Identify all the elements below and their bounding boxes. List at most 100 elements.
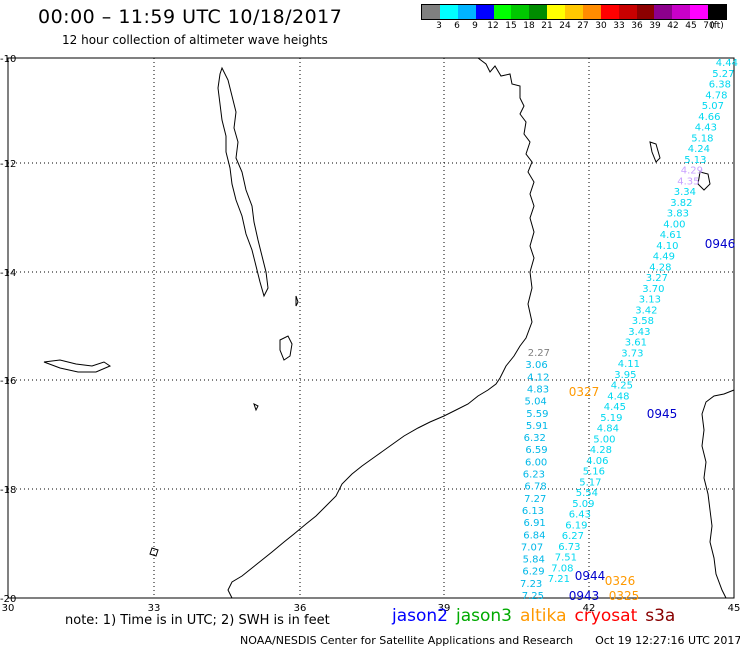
wave-height-value: 2.27 — [528, 348, 550, 359]
legend-swatch — [439, 5, 458, 19]
latitude-label: -12 — [0, 159, 16, 170]
wave-height-value: 4.49 — [653, 252, 675, 263]
wave-height-value: 5.19 — [600, 413, 622, 424]
satellite-s3a: s3a — [645, 606, 676, 626]
latitude-label: -10 — [0, 54, 16, 65]
wave-height-value: 3.83 — [667, 209, 689, 220]
wave-height-value: 4.00 — [663, 219, 685, 230]
legend-label: 9 — [472, 21, 478, 31]
legend-swatch — [475, 5, 494, 19]
credit-line: NOAA/NESDIS Center for Satellite Applica… — [240, 634, 740, 647]
latitude-label: -14 — [0, 268, 16, 279]
wave-height-value: 4.10 — [656, 241, 678, 252]
wave-height-value: 5.18 — [691, 133, 713, 144]
wave-height-value: 5.13 — [684, 155, 706, 166]
altimeter-track-b: 2.273.064.124.83 5.045.595.916.326.596.00… — [520, 348, 550, 602]
wave-height-value: 6.91 — [524, 518, 546, 529]
legend-label: 3 — [436, 21, 442, 31]
wave-height-value: 7.51 — [555, 553, 577, 564]
longitude-label: 33 — [148, 603, 161, 614]
pass-time-altika: 0325 — [609, 589, 640, 603]
island-c — [253, 403, 259, 412]
wave-height-value: 6.59 — [525, 445, 547, 456]
wave-height-value: 6.43 — [569, 510, 591, 521]
wave-height-value: 4.44 — [716, 58, 738, 69]
pass-time-jason2: 0943 — [569, 589, 600, 603]
wave-height-value: 6.32 — [524, 433, 546, 444]
satellite-jason3: jason3 — [456, 606, 512, 626]
wave-height-value: 3.34 — [674, 187, 696, 198]
wave-height-value: 4.35 — [677, 176, 699, 187]
generated-timestamp: Oct 19 12:27:16 UTC 2017 — [595, 634, 740, 647]
wave-height-value: 7.25 — [522, 591, 544, 602]
wave-height-value: 4.45 — [604, 402, 626, 413]
legend-label: 42 — [667, 21, 679, 31]
legend-swatch — [636, 5, 655, 19]
pass-time-jason2: 0944 — [575, 569, 606, 583]
legend-swatch — [493, 5, 512, 19]
legend-label: 18 — [523, 21, 535, 31]
wave-height-value: 5.00 — [593, 434, 615, 445]
legend-swatch — [618, 5, 637, 19]
wave-height-value: 4.28 — [649, 262, 671, 273]
legend-swatch — [708, 5, 726, 19]
legend-label: 39 — [649, 21, 661, 31]
island-b — [149, 547, 159, 557]
wave-height-value: 4.25 — [611, 381, 633, 392]
legend-swatch — [422, 5, 440, 19]
map-frame — [7, 57, 735, 599]
footer-note: note: 1) Time is in UTC; 2) SWH is in fe… — [65, 613, 330, 628]
satellite-cryosat: cryosat — [574, 606, 638, 626]
wave-height-value: 5.17 — [579, 477, 601, 488]
wave-height-value: 3.42 — [635, 305, 657, 316]
legend-label: 70 — [703, 21, 715, 31]
wave-height-value: 4.48 — [607, 391, 629, 402]
legend-swatch — [565, 5, 583, 19]
wave-height-value: 7.07 — [521, 542, 543, 553]
legend-swatch — [529, 5, 548, 19]
wave-height-value: 4.84 — [597, 424, 619, 435]
wave-height-value: 5.54 — [576, 488, 598, 499]
wave-height-value: 5.91 — [526, 421, 548, 432]
wave-height-value: 6.84 — [523, 530, 545, 541]
map-title: 00:00 – 11:59 UTC 10/18/2017 — [38, 6, 343, 28]
longitude-label: 30 — [2, 603, 15, 614]
wave-height-value: 6.00 — [525, 457, 547, 468]
wave-height-value: 6.29 — [522, 567, 544, 578]
western-shore — [43, 359, 112, 373]
wave-height-value: 3.70 — [642, 284, 664, 295]
wave-height-value: 4.24 — [688, 144, 710, 155]
map-subtitle: 12 hour collection of altimeter wave hei… — [62, 33, 328, 47]
wave-height-value: 3.82 — [670, 198, 692, 209]
wave-height-value: 4.83 — [527, 384, 549, 395]
pass-time-altika: 0326 — [605, 574, 636, 588]
latitude-label: -20 — [0, 594, 16, 605]
wave-height-value: 6.38 — [709, 80, 731, 91]
wave-height-value: 5.84 — [523, 555, 545, 566]
longitude-label: 42 — [583, 603, 596, 614]
wave-height-value: 3.73 — [621, 348, 643, 359]
wave-height-value: 4.28 — [590, 445, 612, 456]
comoros — [649, 141, 661, 163]
lake-malawi — [217, 66, 269, 298]
wave-height-value: 4.66 — [698, 112, 720, 123]
legend-label: 45 — [685, 21, 697, 31]
wave-height-value: 4.29 — [681, 166, 703, 177]
legend-swatch — [457, 5, 476, 19]
wave-height-value: 7.08 — [551, 563, 573, 574]
legend-swatch — [654, 5, 673, 19]
wave-height-value: 4.43 — [695, 123, 717, 134]
lake-malawi-south — [279, 335, 293, 361]
wave-height-value: 4.06 — [586, 456, 608, 467]
wave-height-value: 4.78 — [705, 90, 727, 101]
satellite-legend: jason2 jason3 altika cryosat s3a — [392, 606, 683, 626]
wave-height-value: 5.04 — [525, 397, 547, 408]
longitude-label: 39 — [438, 603, 451, 614]
pass-time-jason2: 0946 — [705, 237, 736, 251]
wave-height-value: 3.43 — [628, 327, 650, 338]
latitude-labels: -10 -12 -14 -16 -18 -20 — [0, 54, 16, 605]
wave-height-value: 3.27 — [646, 273, 668, 284]
madagascar-coast — [701, 389, 735, 599]
wave-height-value: 5.07 — [702, 101, 724, 112]
